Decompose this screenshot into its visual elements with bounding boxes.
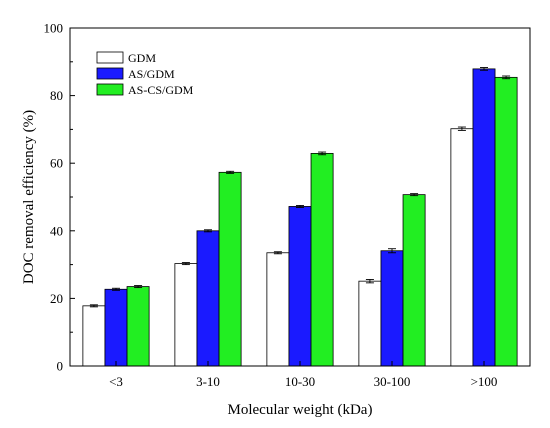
- x-tick-label-4: >100: [471, 374, 498, 389]
- legend-swatch-2: [96, 83, 124, 96]
- bar-1-1: [196, 230, 220, 367]
- y-axis-title: DOC removal efficiency (%): [21, 110, 37, 284]
- error-bar-0-0: [89, 304, 98, 308]
- error-bar-2-1: [226, 170, 235, 174]
- bar-1-4: [472, 68, 496, 367]
- y-tick-label-3: 60: [50, 156, 63, 171]
- legend-label-1: AS/GDM: [128, 67, 175, 81]
- x-tick-label-2: 10-30: [285, 374, 315, 389]
- x-tick-label-3: 30-100: [374, 374, 411, 389]
- x-tick-label-1: 3-10: [196, 374, 220, 389]
- error-bar-0-4: [457, 126, 466, 131]
- legend-swatch-1: [96, 67, 124, 80]
- error-bar-2-0: [134, 285, 143, 289]
- error-bar-1-0: [112, 287, 120, 291]
- y-tick-label-0: 0: [57, 359, 64, 374]
- legend-swatch-0: [96, 51, 124, 64]
- error-bar-2-2: [318, 151, 327, 156]
- bar-0-1: [174, 263, 198, 367]
- bar-0-0: [82, 305, 106, 367]
- bar-0-2: [266, 252, 290, 367]
- bar-2-1: [218, 171, 242, 367]
- y-tick-label-2: 40: [50, 223, 63, 238]
- error-bar-1-3: [388, 248, 396, 254]
- y-tick-label-4: 80: [50, 88, 63, 103]
- bar-2-4: [494, 76, 518, 367]
- error-bar-1-2: [296, 204, 304, 208]
- y-tick-label-5: 100: [44, 21, 64, 36]
- error-bar-2-3: [410, 193, 419, 197]
- error-bar-1-4: [480, 67, 488, 71]
- error-bar-1-1: [204, 229, 212, 233]
- error-bar-0-1: [181, 262, 190, 266]
- bar-1-0: [104, 288, 128, 367]
- x-tick-label-0: <3: [109, 374, 123, 389]
- legend-label-0: GDM: [128, 51, 156, 65]
- error-bar-0-3: [365, 279, 374, 284]
- bar-0-4: [450, 128, 474, 367]
- y-tick-label-1: 20: [50, 291, 63, 306]
- bar-0-3: [358, 280, 382, 367]
- error-bar-2-4: [502, 75, 511, 80]
- bar-2-2: [310, 152, 334, 367]
- bar-2-0: [126, 286, 150, 367]
- x-axis-title: Molecular weight (kDa): [228, 402, 373, 418]
- bar-1-2: [288, 206, 312, 367]
- bar-1-3: [380, 250, 404, 367]
- bars-layer: [82, 67, 518, 367]
- error-bar-0-2: [273, 251, 282, 255]
- legend-label-2: AS-CS/GDM: [128, 83, 194, 97]
- bar-2-3: [402, 194, 426, 367]
- axes-layer: 0 20 40 60 80 100 <3 3-10 10-30 30-100 >100: [44, 21, 498, 390]
- legend: GDM AS/GDM AS-CS/GDM: [96, 51, 194, 97]
